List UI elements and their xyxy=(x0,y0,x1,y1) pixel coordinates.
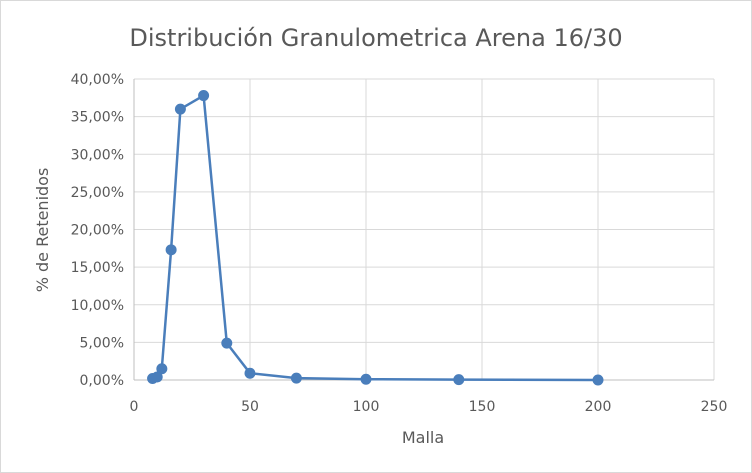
y-tick-label: 40,00% xyxy=(71,72,124,88)
data-point xyxy=(592,374,604,386)
x-tick-label: 50 xyxy=(241,399,259,415)
y-tick-label: 20,00% xyxy=(71,223,124,239)
y-tick-label: 5,00% xyxy=(80,335,124,351)
x-tick-label: 150 xyxy=(469,399,496,415)
y-tick-label: 0,00% xyxy=(80,373,124,389)
tick-labels: 0,00% 5,00% 10,00% 15,00% 20,00% 25,00% 30,00%… xyxy=(71,72,728,415)
data-point xyxy=(221,337,233,349)
data-point xyxy=(198,90,210,102)
data-point xyxy=(156,363,168,375)
data-point xyxy=(453,374,465,386)
grid-layer xyxy=(134,78,715,380)
y-tick-label: 30,00% xyxy=(71,147,124,163)
x-tick-label: 250 xyxy=(701,399,728,415)
data-point xyxy=(174,103,186,115)
series-layer xyxy=(147,90,604,386)
x-tick-label: 200 xyxy=(585,399,612,415)
data-point xyxy=(151,371,163,383)
x-tick-label: 0 xyxy=(130,399,139,415)
y-axis-title: % de Retenidos xyxy=(33,168,52,293)
data-point xyxy=(165,244,177,256)
data-point xyxy=(360,373,372,385)
x-axis-title: Malla xyxy=(402,428,444,447)
y-tick-label: 35,00% xyxy=(71,110,124,126)
y-tick-label: 10,00% xyxy=(71,298,124,314)
data-point xyxy=(290,372,302,384)
y-tick-label: 25,00% xyxy=(71,185,124,201)
series-line xyxy=(152,94,599,382)
data-point xyxy=(244,367,256,379)
x-tick-label: 100 xyxy=(353,399,380,415)
chart-title: Distribución Granulometrica Arena 16/30 xyxy=(129,24,622,52)
y-tick-label: 15,00% xyxy=(71,260,124,276)
